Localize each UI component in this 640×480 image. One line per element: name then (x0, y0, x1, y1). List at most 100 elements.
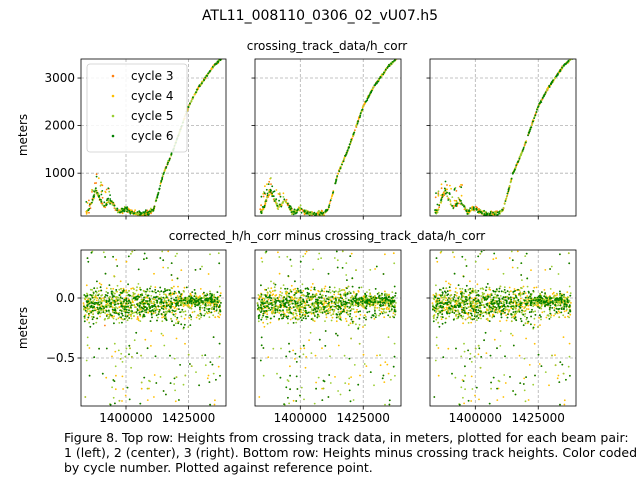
data-point (143, 252, 146, 255)
data-point (170, 317, 173, 320)
data-point (97, 308, 99, 310)
data-point (574, 56, 576, 58)
data-point (162, 334, 165, 337)
data-point (305, 209, 307, 212)
data-point (330, 197, 333, 200)
data-point (210, 295, 213, 298)
data-point (112, 396, 115, 399)
data-point (166, 289, 169, 292)
data-point (449, 184, 451, 187)
data-point (189, 363, 191, 365)
data-point (122, 302, 125, 305)
data-point (434, 196, 437, 199)
data-point (112, 287, 115, 290)
data-point (292, 288, 295, 291)
data-point (471, 205, 474, 208)
data-point (182, 311, 185, 313)
data-point (121, 314, 124, 317)
data-point (188, 317, 191, 319)
data-point (440, 198, 443, 201)
data-point (97, 301, 100, 304)
data-point (120, 316, 122, 319)
data-point (458, 199, 461, 201)
data-point (183, 323, 186, 326)
data-point (112, 311, 114, 313)
data-point (266, 194, 269, 197)
data-point (95, 302, 98, 304)
data-point (88, 374, 91, 377)
data-point (324, 285, 327, 288)
data-point (136, 211, 139, 213)
data-point (572, 56, 574, 58)
data-point (88, 199, 90, 202)
data-point (446, 191, 448, 194)
data-point (521, 150, 524, 152)
data-point (121, 321, 123, 324)
data-point (146, 290, 149, 292)
data-point (174, 310, 176, 313)
data-point (90, 251, 93, 254)
data-point (182, 383, 185, 386)
data-point (200, 314, 203, 316)
data-point (205, 297, 207, 300)
data-point (88, 314, 91, 317)
data-point (216, 62, 218, 65)
data-point (215, 309, 218, 312)
data-point (338, 170, 341, 173)
data-point (97, 299, 100, 301)
data-point (165, 312, 168, 315)
data-point (199, 306, 201, 309)
data-point (292, 210, 295, 213)
data-point (451, 196, 454, 199)
data-point (205, 74, 208, 77)
data-point (303, 212, 306, 215)
data-point (204, 304, 207, 307)
data-point (177, 296, 180, 299)
data-point (111, 203, 114, 206)
data-point (171, 303, 174, 306)
data-point (93, 303, 96, 305)
data-point (114, 209, 117, 212)
data-point (465, 209, 467, 212)
data-point (100, 289, 103, 292)
data-point (190, 296, 193, 299)
data-point (115, 296, 118, 298)
data-point (260, 212, 263, 215)
data-point (312, 213, 315, 215)
data-point (91, 315, 93, 318)
data-point (169, 382, 172, 384)
data-point (207, 374, 210, 377)
data-point (159, 297, 162, 300)
data-point (117, 349, 120, 352)
data-point (437, 208, 440, 211)
data-point (574, 56, 576, 58)
data-point (160, 332, 163, 335)
data-point (92, 300, 94, 303)
data-point (136, 212, 138, 215)
data-point (102, 311, 105, 313)
data-point (289, 365, 291, 368)
data-point (199, 304, 202, 307)
data-point (262, 307, 265, 310)
data-point (379, 76, 382, 78)
data-point (113, 315, 115, 318)
data-point (199, 310, 202, 312)
data-point (131, 312, 134, 315)
data-point (574, 56, 576, 58)
data-point (514, 168, 516, 171)
y-tick-label: 0.0 (56, 291, 75, 305)
data-point (278, 199, 280, 202)
data-point (89, 299, 92, 302)
data-point (127, 302, 130, 305)
data-point (106, 199, 108, 202)
data-point (123, 210, 126, 213)
data-point (110, 292, 113, 295)
data-point (100, 299, 103, 301)
data-point (439, 201, 442, 204)
data-point (101, 196, 104, 199)
data-point (150, 302, 153, 304)
data-point (328, 202, 331, 205)
data-point (104, 294, 107, 296)
data-point (260, 204, 262, 207)
data-point (279, 291, 282, 293)
